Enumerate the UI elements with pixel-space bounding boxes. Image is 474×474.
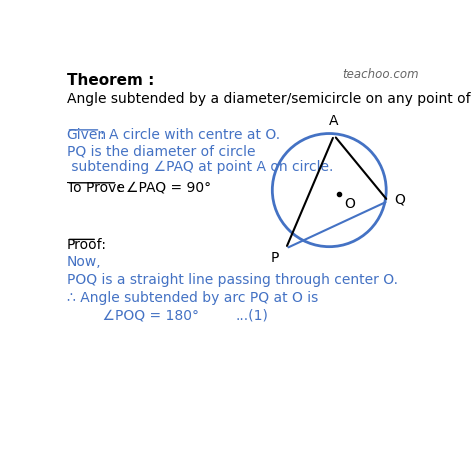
Text: Proof: Proof xyxy=(66,237,102,252)
Text: : A circle with centre at O.: : A circle with centre at O. xyxy=(100,128,281,142)
Text: ∴ Angle subtended by arc PQ at O is: ∴ Angle subtended by arc PQ at O is xyxy=(66,291,318,305)
Text: Given: Given xyxy=(66,128,107,142)
Text: teachoo.com: teachoo.com xyxy=(343,68,419,81)
Text: Theorem :: Theorem : xyxy=(66,73,154,88)
Text: To Prove: To Prove xyxy=(66,181,125,195)
Text: O: O xyxy=(344,197,355,210)
Text: subtending ∠PAQ at point A on circle.: subtending ∠PAQ at point A on circle. xyxy=(66,160,333,174)
Text: : ∠PAQ = 90°: : ∠PAQ = 90° xyxy=(117,181,211,195)
Text: POQ is a straight line passing through center O.: POQ is a straight line passing through c… xyxy=(66,273,398,287)
Text: PQ is the diameter of circle: PQ is the diameter of circle xyxy=(66,145,255,158)
Text: ∠POQ = 180°: ∠POQ = 180° xyxy=(85,309,199,323)
Text: Now,: Now, xyxy=(66,255,101,269)
Text: ...(1): ...(1) xyxy=(236,309,268,323)
Text: Q: Q xyxy=(395,192,406,206)
Text: P: P xyxy=(271,251,279,265)
Text: Angle subtended by a diameter/semicircle on any point of circle is 90°: Angle subtended by a diameter/semicircle… xyxy=(66,91,474,106)
Text: A: A xyxy=(329,114,339,128)
Text: :: : xyxy=(97,237,106,252)
